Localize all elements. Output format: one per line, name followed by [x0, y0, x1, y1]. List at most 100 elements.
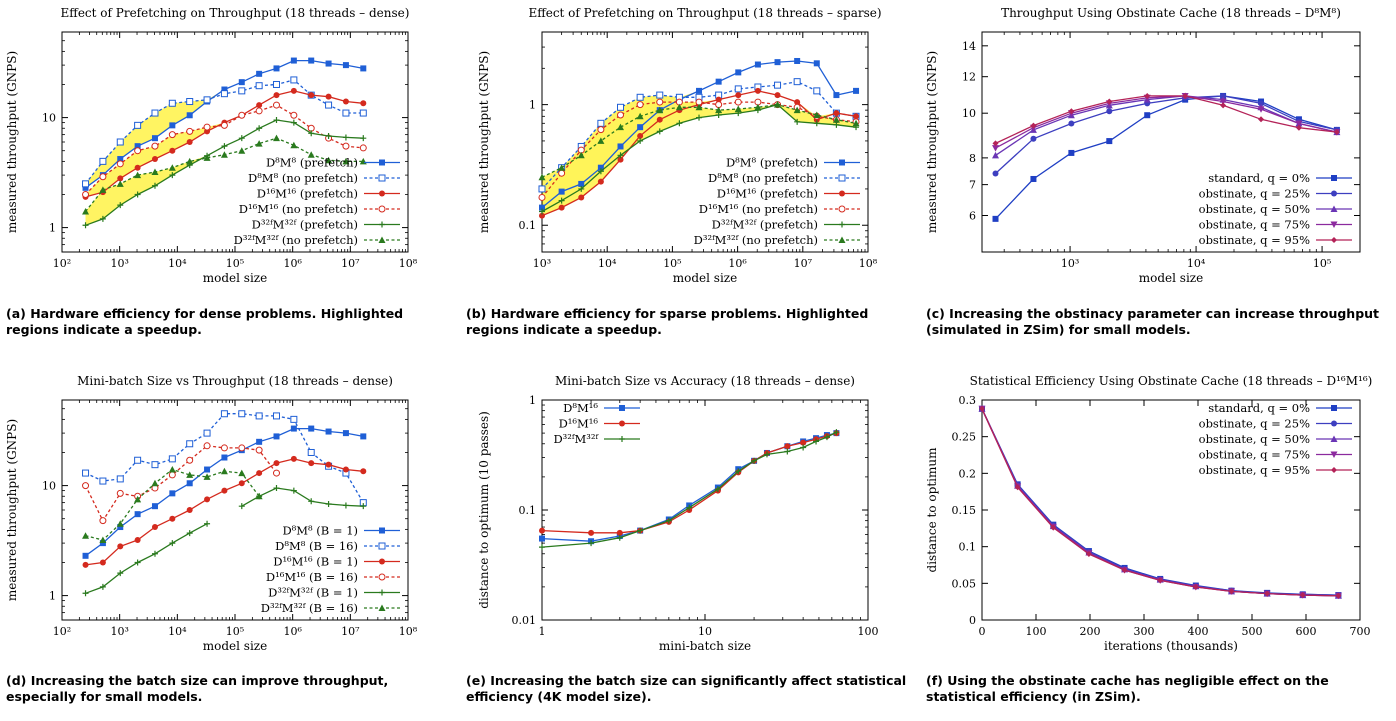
- data-point: [308, 92, 315, 99]
- data-point: [1106, 108, 1113, 115]
- data-point: [238, 111, 246, 119]
- data-point: [751, 457, 758, 464]
- series-line: [995, 95, 1338, 149]
- data-point: [273, 460, 280, 467]
- series-line: [541, 432, 837, 542]
- legend-label: obstinate, q = 95%: [1199, 233, 1310, 247]
- data-point: [1144, 112, 1151, 119]
- data-point: [117, 543, 124, 550]
- y-tick-label: 1: [529, 394, 536, 407]
- data-point: [290, 141, 298, 149]
- legend-marker: [379, 558, 385, 565]
- data-point: [256, 102, 263, 109]
- data-point: [342, 142, 350, 150]
- data-point: [169, 172, 176, 179]
- data-point: [853, 87, 860, 94]
- data-point: [168, 99, 176, 107]
- plot-frame: [981, 31, 1361, 253]
- data-point: [1220, 102, 1227, 109]
- series-3: [82, 442, 280, 525]
- data-point: [308, 425, 315, 432]
- y-tick-label: 10: [42, 112, 56, 125]
- data-point: [558, 164, 566, 171]
- data-point: [675, 103, 683, 111]
- data-point: [186, 456, 194, 464]
- data-point: [116, 475, 124, 483]
- data-point: [255, 492, 263, 500]
- data-point: [342, 134, 349, 141]
- legend-label: D¹⁶M¹⁶ (prefetch): [257, 187, 358, 201]
- y-axis-label: measured throughput (GNPS): [477, 51, 491, 233]
- y-tick-label: 1: [529, 99, 536, 112]
- data-point: [307, 151, 315, 158]
- legend: D⁸M⁸ (B = 1)D⁸M⁸ (B = 16)D¹⁶M¹⁶ (B = 1)D…: [261, 524, 400, 615]
- data-point: [273, 433, 280, 440]
- data-point: [220, 444, 228, 452]
- data-point: [272, 469, 280, 477]
- data-point: [204, 466, 211, 473]
- series-4: [979, 405, 1342, 599]
- legend-label: standard, q = 0%: [1208, 401, 1310, 415]
- data-point: [186, 471, 194, 478]
- data-point: [203, 442, 211, 450]
- data-point: [558, 188, 565, 195]
- data-point: [186, 127, 194, 135]
- data-point: [1258, 100, 1265, 107]
- y-axis-label: measured throughput (GNPS): [925, 51, 939, 233]
- data-point: [168, 455, 176, 463]
- data-point: [813, 120, 820, 127]
- data-point: [763, 451, 770, 458]
- data-point: [1068, 149, 1075, 156]
- data-point: [853, 113, 860, 120]
- series-line: [995, 95, 1338, 220]
- data-point: [696, 87, 703, 94]
- legend-label: D³²ᶠM³²ᶠ (prefetch): [712, 218, 818, 232]
- data-point: [220, 410, 228, 418]
- data-point: [151, 550, 158, 557]
- legend-label: D⁸M⁸ (B = 1): [282, 524, 358, 538]
- data-point: [307, 448, 315, 456]
- y-tick-label: 12: [962, 71, 976, 84]
- data-point: [1335, 592, 1342, 599]
- x-tick-label: 10⁸: [399, 257, 418, 270]
- chart-d: Mini-batch Size vs Throughput (18 thread…: [5, 374, 418, 653]
- y-axis: 0 0.05 0.1 0.15 0.2 0.25 0.3: [952, 394, 1360, 627]
- legend-label: D⁸M⁸ (no prefetch): [708, 171, 818, 185]
- legend-label: D⁸M⁸ (B = 16): [275, 539, 358, 553]
- data-point: [290, 415, 298, 423]
- y-tick-label: 0.2: [959, 467, 977, 480]
- data-point: [169, 122, 176, 129]
- data-point: [116, 160, 124, 168]
- data-point: [168, 164, 176, 171]
- legend-marker: [1331, 237, 1337, 243]
- data-point: [617, 143, 624, 150]
- data-point: [238, 444, 246, 452]
- data-point: [151, 503, 158, 510]
- legend-label: D¹⁶M¹⁶ (no prefetch): [699, 202, 818, 216]
- data-point: [1333, 129, 1340, 136]
- data-point: [186, 440, 194, 448]
- data-point: [325, 60, 332, 67]
- y-tick-label: 14: [962, 40, 976, 53]
- x-axis: 10³ 10⁴ 10⁵ 10⁶ 10⁷ 10⁸: [533, 32, 878, 270]
- x-axis-label: model size: [203, 271, 267, 285]
- x-tick-label: 100: [1026, 625, 1047, 638]
- data-point: [597, 119, 605, 127]
- data-point: [117, 524, 124, 531]
- data-point: [169, 515, 176, 522]
- data-point: [793, 78, 801, 86]
- data-point: [597, 164, 604, 171]
- data-point: [325, 101, 333, 109]
- data-point: [186, 139, 193, 145]
- legend-marker: [839, 190, 845, 197]
- legend-label: obstinate, q = 95%: [1199, 463, 1310, 477]
- data-point: [116, 180, 124, 187]
- x-axis: 10³ 10⁴ 10⁵: [981, 32, 1361, 270]
- data-point: [220, 467, 228, 475]
- data-point: [186, 480, 193, 487]
- data-point: [255, 140, 263, 147]
- data-point: [221, 86, 228, 93]
- series-4: [82, 117, 367, 229]
- data-point: [793, 106, 801, 114]
- data-point: [134, 143, 141, 150]
